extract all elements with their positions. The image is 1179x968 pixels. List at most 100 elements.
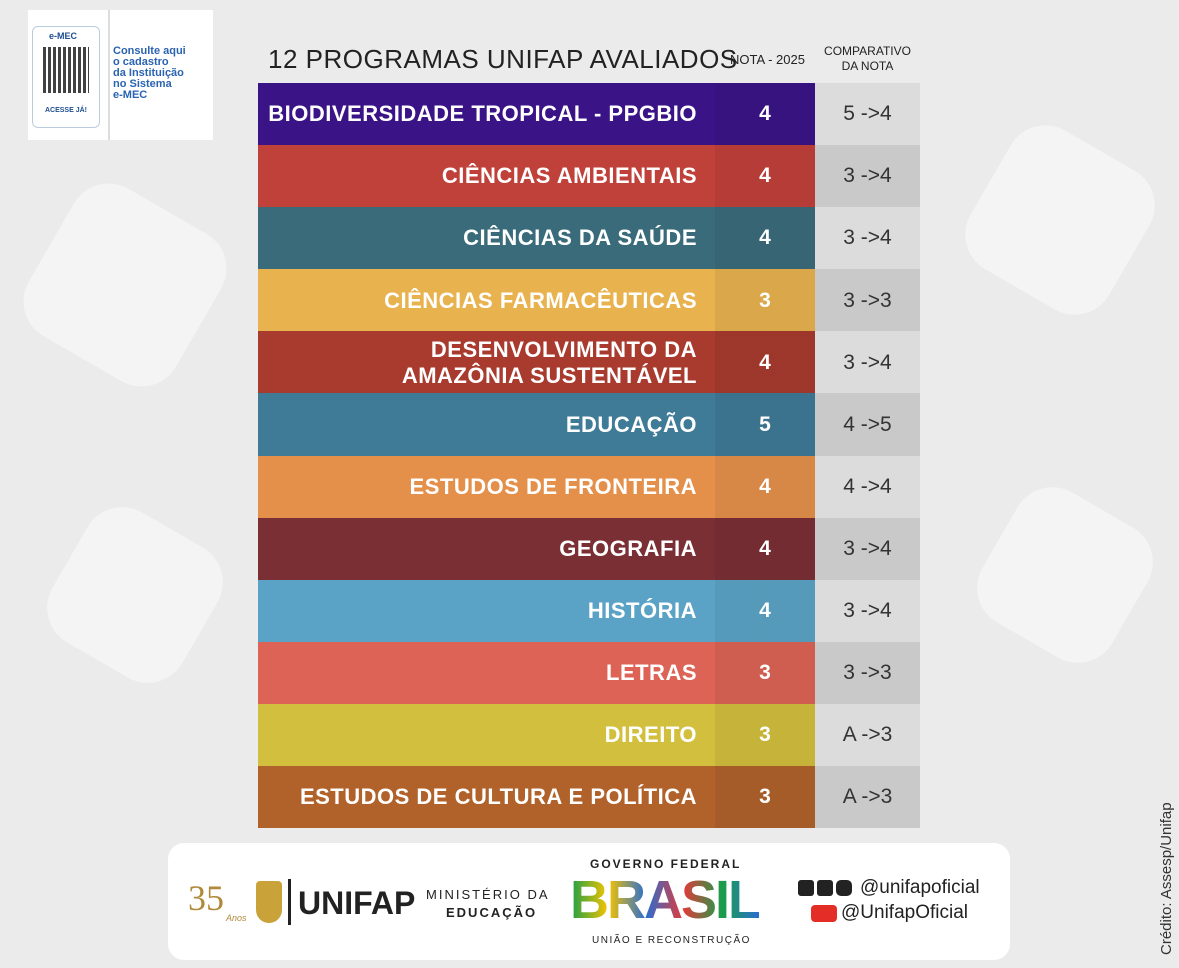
program-name: GEOGRAFIA	[258, 517, 715, 581]
brasil: BRASIL	[570, 870, 761, 930]
comparativo: 3 ->4	[815, 145, 920, 208]
program-name-line: CIÊNCIAS DA SAÚDE	[463, 225, 697, 251]
program-name: DIREITO	[258, 703, 715, 767]
nota: 3	[715, 641, 815, 705]
table-row: EDUCAÇÃO 5 4 ->5	[258, 393, 920, 456]
program-name: CIÊNCIAS AMBIENTAIS	[258, 145, 715, 208]
emec-logo: e-MEC	[49, 31, 78, 41]
comparativo: 4 ->5	[815, 393, 920, 456]
nota: 3	[715, 269, 815, 332]
comparativo: 3 ->4	[815, 579, 920, 643]
emec-line: e-MEC	[113, 89, 148, 101]
comparativo: 3 ->4	[815, 331, 920, 394]
program-name-line: HISTÓRIA	[587, 597, 697, 623]
unifap: UNIFAP	[298, 885, 416, 921]
emec-card[interactable]: e-MEC ACESSE JÁ! Consulte aqui o cadastro…	[28, 10, 213, 140]
credit: Crédito: Assesp/Unifap	[1158, 802, 1175, 955]
table-row: CIÊNCIAS FARMACÊUTICAS 3 3 ->3	[258, 269, 920, 332]
comparativo: A ->3	[815, 703, 920, 767]
qr-code	[43, 47, 89, 93]
comparativo: 3 ->3	[815, 269, 920, 332]
nota: 3	[715, 765, 815, 829]
ministerio: EDUCAÇÃO	[446, 905, 538, 920]
table-row: BIODIVERSIDADE TROPICAL - PPGBIO 4 5 ->4	[258, 83, 920, 146]
emec-line: no Sistema	[113, 78, 172, 90]
table-row: GEOGRAFIA 4 3 ->4	[258, 517, 920, 581]
program-name: EDUCAÇÃO	[258, 393, 715, 456]
table-row: ESTUDOS DE FRONTEIRA 4 4 ->4	[258, 455, 920, 519]
comparativo: A ->3	[815, 765, 920, 829]
program-name-line: DESENVOLVIMENTO DA	[430, 336, 697, 362]
col-header-line: DA NOTA	[841, 59, 894, 73]
program-name-line: BIODIVERSIDADE TROPICAL - PPGBIO	[268, 101, 697, 127]
program-name: CIÊNCIAS FARMACÊUTICAS	[258, 269, 715, 332]
social-handle[interactable]: @unifapoficial	[860, 877, 980, 898]
nota: 4	[715, 145, 815, 208]
table-row: HISTÓRIA 4 3 ->4	[258, 579, 920, 643]
ministerio: MINISTÉRIO DA	[426, 887, 550, 902]
nota: 3	[715, 703, 815, 767]
program-name-line: GEOGRAFIA	[559, 535, 697, 561]
nota: 4	[715, 207, 815, 270]
table-row: CIÊNCIAS AMBIENTAIS 4 3 ->4	[258, 145, 920, 208]
col-header: COMPARATIVO DA NOTA	[815, 44, 920, 74]
bg-shape	[962, 472, 1168, 678]
table-row: ESTUDOS DE CULTURA E POLÍTICA 3 A ->3	[258, 765, 920, 829]
emec-line: Consulte aqui	[113, 45, 186, 57]
nota: 5	[715, 393, 815, 456]
program-name-line: LETRAS	[606, 660, 697, 686]
program-name: ESTUDOS DE FRONTEIRA	[258, 455, 715, 519]
nota: 4	[715, 455, 815, 519]
brasao	[256, 881, 282, 923]
table-row: DIREITO 3 A ->3	[258, 703, 920, 767]
comparativo: 5 ->4	[815, 83, 920, 146]
nota: 4	[715, 579, 815, 643]
nota: 4	[715, 83, 815, 146]
program-name-line: EDUCAÇÃO	[565, 411, 697, 437]
nota: 4	[715, 517, 815, 581]
col-header-line: COMPARATIVO	[824, 44, 911, 58]
comparativo: 3 ->3	[815, 641, 920, 705]
emec-line: da Instituição	[113, 67, 184, 79]
program-name-line: CIÊNCIAS FARMACÊUTICAS	[384, 287, 697, 313]
bg-shape	[8, 168, 242, 402]
program-name: BIODIVERSIDADE TROPICAL - PPGBIO	[258, 83, 715, 146]
comparativo: 4 ->4	[815, 455, 920, 519]
table-row: DESENVOLVIMENTO DA AMAZÔNIA SUSTENTÁVEL 4 3…	[258, 331, 920, 394]
divider	[288, 879, 291, 925]
program-name: ESTUDOS DE CULTURA E POLÍTICA	[258, 765, 715, 829]
title: 12 PROGRAMAS UNIFAP AVALIADOS	[268, 44, 738, 74]
anos: 35	[188, 878, 224, 918]
emec-line: o cadastro	[113, 56, 169, 68]
comparativo: 3 ->4	[815, 517, 920, 581]
program-name: DESENVOLVIMENTO DA AMAZÔNIA SUSTENTÁVEL	[258, 331, 715, 394]
emec-text: Consulte aqui o cadastro da Instituição no …	[113, 46, 186, 101]
governo: GOVERNO FEDERAL	[590, 857, 742, 871]
anos-sub: Anos	[226, 913, 247, 923]
emec-button: ACESSE JÁ!	[44, 107, 87, 114]
program-name: CIÊNCIAS DA SAÚDE	[258, 207, 715, 270]
social-icons	[798, 880, 858, 896]
program-name-line: CIÊNCIAS AMBIENTAIS	[441, 163, 697, 189]
program-name-line: DIREITO	[604, 722, 697, 748]
emec-frame: e-MEC ACESSE JÁ!	[32, 26, 100, 128]
comparativo: 3 ->4	[815, 207, 920, 270]
social-handle[interactable]: @UnifapOficial	[841, 902, 968, 923]
youtube-icon[interactable]	[811, 905, 837, 922]
program-name: HISTÓRIA	[258, 579, 715, 643]
program-name-line: ESTUDOS DE FRONTEIRA	[409, 473, 697, 499]
program-name-line: AMAZÔNIA SUSTENTÁVEL	[401, 362, 697, 388]
divider	[108, 10, 110, 140]
table-row: CIÊNCIAS DA SAÚDE 4 3 ->4	[258, 207, 920, 270]
col-header: NOTA - 2025	[730, 52, 805, 67]
instagram-icon[interactable]	[836, 880, 852, 896]
twitter-icon[interactable]	[817, 880, 833, 896]
nota: 4	[715, 331, 815, 394]
facebook-icon[interactable]	[798, 880, 814, 896]
program-name-line: ESTUDOS DE CULTURA E POLÍTICA	[299, 784, 697, 810]
bg-shape	[32, 492, 238, 698]
uniao: UNIÃO E RECONSTRUÇÃO	[592, 935, 751, 946]
program-name: LETRAS	[258, 641, 715, 705]
footer: 35 Anos UNIFAP MINISTÉRIO DA EDUCAÇÃO GO…	[168, 843, 1010, 960]
